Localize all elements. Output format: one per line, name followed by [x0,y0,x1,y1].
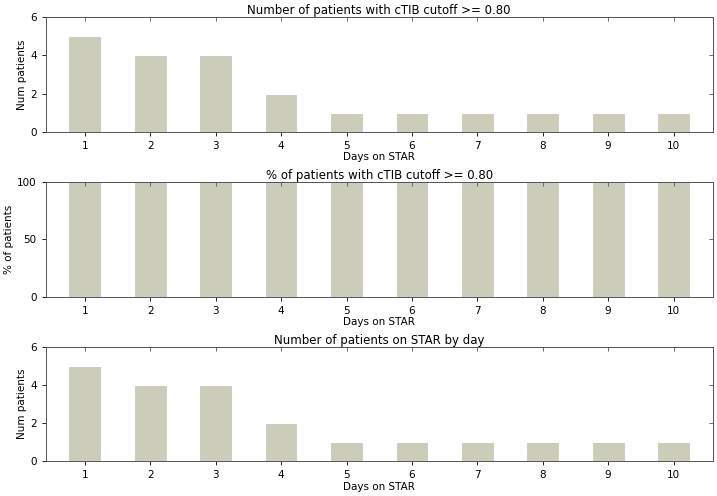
Bar [592,442,625,461]
Bar [265,94,298,131]
Y-axis label: Num patients: Num patients [17,369,27,439]
Bar [69,182,101,297]
Y-axis label: % of patients: % of patients [4,205,14,274]
Bar [69,366,101,461]
Bar [134,385,166,461]
Bar [199,385,232,461]
Bar [526,113,559,131]
X-axis label: Days on STAR: Days on STAR [343,152,415,162]
Bar [265,423,298,461]
X-axis label: Days on STAR: Days on STAR [343,482,415,492]
Bar [526,182,559,297]
Bar [461,113,494,131]
Bar [330,442,363,461]
Bar [657,113,690,131]
Bar [657,442,690,461]
Bar [134,182,166,297]
Title: % of patients with cTIB cutoff >= 0.80: % of patients with cTIB cutoff >= 0.80 [266,169,493,182]
Bar [396,182,428,297]
Bar [396,113,428,131]
Bar [330,182,363,297]
Y-axis label: Num patients: Num patients [17,39,27,110]
Title: Number of patients with cTIB cutoff >= 0.80: Number of patients with cTIB cutoff >= 0… [247,4,511,17]
Bar [69,36,101,131]
Bar [134,56,166,131]
Bar [526,442,559,461]
Bar [657,182,690,297]
X-axis label: Days on STAR: Days on STAR [343,317,415,327]
Bar [592,182,625,297]
Title: Number of patients on STAR by day: Number of patients on STAR by day [274,334,485,347]
Bar [199,56,232,131]
Bar [396,442,428,461]
Bar [330,113,363,131]
Bar [461,442,494,461]
Bar [265,182,298,297]
Bar [461,182,494,297]
Bar [199,182,232,297]
Bar [592,113,625,131]
